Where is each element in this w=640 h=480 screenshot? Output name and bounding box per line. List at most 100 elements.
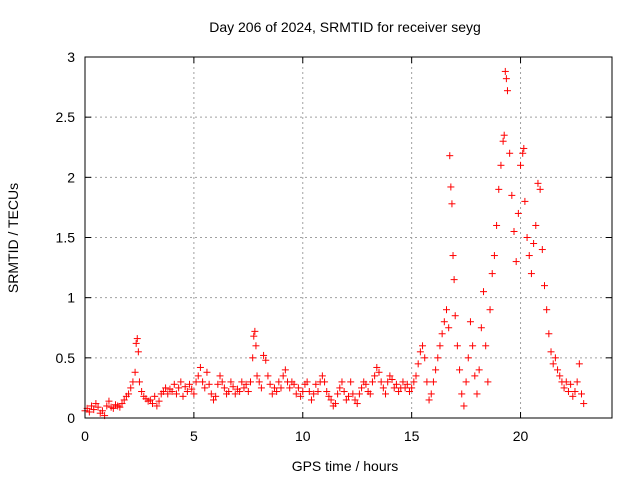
- data-point: [155, 397, 163, 405]
- data-point: [312, 380, 320, 388]
- data-point: [247, 378, 255, 386]
- data-point: [340, 388, 348, 396]
- data-point: [149, 400, 157, 408]
- data-point: [162, 384, 170, 392]
- data-point: [172, 390, 180, 398]
- data-point: [451, 312, 459, 320]
- x-tick-label: 10: [295, 428, 311, 444]
- data-point: [342, 396, 350, 404]
- data-point: [416, 348, 424, 356]
- data-point: [199, 378, 207, 386]
- data-point: [547, 348, 555, 356]
- data-point: [94, 403, 102, 411]
- data-point: [532, 221, 540, 229]
- y-tick-label: 1: [67, 290, 75, 306]
- data-point: [127, 384, 135, 392]
- data-point: [450, 276, 458, 284]
- data-point: [303, 378, 311, 386]
- data-point: [382, 390, 390, 398]
- data-point: [512, 258, 520, 266]
- data-point: [196, 363, 204, 371]
- data-point: [138, 388, 146, 396]
- data-point: [252, 342, 260, 350]
- data-point: [273, 388, 281, 396]
- data-point: [321, 378, 329, 386]
- data-point: [98, 407, 106, 415]
- data-point: [351, 396, 359, 404]
- data-point: [88, 402, 96, 410]
- data-point: [190, 390, 198, 398]
- data-point: [299, 388, 307, 396]
- data-point: [85, 408, 93, 416]
- data-point: [390, 384, 398, 392]
- x-tick-label: 20: [513, 428, 529, 444]
- data-point: [560, 384, 568, 392]
- data-point: [310, 390, 318, 398]
- data-point: [446, 152, 454, 160]
- data-point: [349, 390, 357, 398]
- data-point: [362, 380, 370, 388]
- data-point: [105, 397, 113, 405]
- data-point: [580, 400, 588, 408]
- data-point: [192, 378, 200, 386]
- data-point: [207, 390, 215, 398]
- data-point: [325, 392, 333, 400]
- data-point: [453, 342, 461, 350]
- data-point: [240, 384, 248, 392]
- x-tick-label: 15: [404, 428, 420, 444]
- data-point: [323, 388, 331, 396]
- data-point: [405, 388, 413, 396]
- data-point: [536, 185, 544, 193]
- data-point: [530, 240, 538, 248]
- data-point: [375, 368, 383, 376]
- data-point: [249, 354, 257, 362]
- data-point: [556, 372, 564, 380]
- data-point: [120, 396, 128, 404]
- data-point: [517, 161, 525, 169]
- data-point: [290, 380, 298, 388]
- data-point: [562, 378, 570, 386]
- data-point: [419, 342, 427, 350]
- x-tick-labels: 0 5 10 15 20: [81, 428, 528, 444]
- data-point: [116, 403, 124, 411]
- data-point: [225, 388, 233, 396]
- chart-title: Day 206 of 2024, SRMTID for receiver sey…: [209, 19, 481, 35]
- y-tick-label: 3: [67, 49, 75, 65]
- data-point: [432, 366, 440, 374]
- data-point: [168, 388, 176, 396]
- data-point: [403, 380, 411, 388]
- data-point: [482, 342, 490, 350]
- data-point: [486, 306, 494, 314]
- data-point: [353, 400, 361, 408]
- data-point: [250, 332, 258, 340]
- data-point: [214, 380, 222, 388]
- data-point: [358, 384, 366, 392]
- data-point: [477, 324, 485, 332]
- data-point: [135, 378, 143, 386]
- data-point: [499, 137, 507, 145]
- data-point: [133, 335, 141, 343]
- data-point: [227, 378, 235, 386]
- data-point: [268, 390, 276, 398]
- data-point: [408, 384, 416, 392]
- data-point: [109, 404, 117, 412]
- data-point: [260, 351, 268, 359]
- data-point: [545, 330, 553, 338]
- data-point: [519, 149, 527, 157]
- data-point: [514, 209, 522, 217]
- data-point: [179, 392, 187, 400]
- data-point: [573, 378, 581, 386]
- data-point: [338, 378, 346, 386]
- data-point: [218, 378, 226, 386]
- y-tick-labels: 0 0.5 1 1.5 2 2.5 3: [56, 49, 76, 426]
- data-point: [188, 385, 196, 393]
- data-point: [251, 327, 259, 335]
- data-point: [366, 390, 374, 398]
- data-point: [181, 383, 189, 391]
- data-point: [447, 183, 455, 191]
- data-point: [292, 390, 300, 398]
- data-point: [473, 390, 481, 398]
- data-point: [578, 390, 586, 398]
- data-point: [255, 378, 263, 386]
- data-point: [379, 384, 387, 392]
